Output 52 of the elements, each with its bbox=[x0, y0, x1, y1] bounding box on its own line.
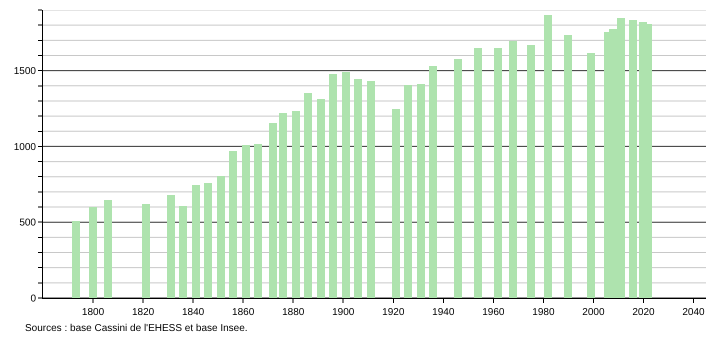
y-tick-label: 1500 bbox=[14, 66, 36, 78]
bar bbox=[392, 109, 400, 298]
bar bbox=[89, 207, 97, 298]
x-tick-label: 1880 bbox=[282, 307, 305, 318]
x-tick-label: 1980 bbox=[532, 307, 555, 318]
bar bbox=[329, 74, 337, 298]
bar bbox=[179, 206, 187, 298]
bar bbox=[292, 111, 300, 298]
bar bbox=[217, 176, 225, 298]
bar bbox=[279, 113, 287, 298]
bar bbox=[104, 200, 112, 298]
bar bbox=[167, 195, 175, 298]
bar bbox=[342, 72, 350, 298]
x-tick-label: 1920 bbox=[382, 307, 405, 318]
bar bbox=[429, 66, 437, 298]
bar bbox=[509, 41, 517, 298]
bar bbox=[564, 35, 572, 298]
bar bbox=[454, 59, 462, 298]
bar bbox=[417, 84, 425, 298]
bar bbox=[304, 93, 312, 298]
bar bbox=[269, 123, 277, 298]
bar bbox=[629, 20, 637, 298]
x-tick-label: 1900 bbox=[332, 307, 355, 318]
y-tick-label: 0 bbox=[30, 294, 36, 304]
bar bbox=[204, 183, 212, 298]
bar bbox=[367, 81, 375, 298]
bar bbox=[242, 145, 250, 298]
x-tick-label: 2000 bbox=[582, 307, 605, 318]
bar bbox=[254, 144, 262, 298]
y-tick-label: 500 bbox=[19, 218, 36, 229]
x-tick-label: 1960 bbox=[482, 307, 505, 318]
x-tick-label: 2020 bbox=[632, 307, 656, 318]
x-tick-label: 1840 bbox=[182, 307, 205, 318]
bar bbox=[317, 99, 325, 298]
bar bbox=[229, 151, 237, 298]
x-tick-label: 1940 bbox=[432, 307, 455, 318]
bar bbox=[544, 15, 552, 298]
bar bbox=[354, 79, 362, 298]
bar bbox=[587, 53, 595, 298]
bar bbox=[404, 85, 412, 298]
y-tick-label: 1000 bbox=[14, 142, 36, 153]
x-tick-label: 1820 bbox=[132, 307, 155, 318]
bar bbox=[192, 185, 200, 298]
bar bbox=[142, 204, 150, 298]
x-tick-label: 1800 bbox=[82, 307, 105, 318]
source-note: Sources : base Cassini de l'EHESS et base Insee. bbox=[25, 323, 248, 334]
bar bbox=[474, 48, 482, 298]
x-tick-label: 1860 bbox=[232, 307, 255, 318]
x-tick-label: 2040 bbox=[682, 307, 706, 318]
bar bbox=[494, 48, 502, 298]
bar bbox=[72, 221, 80, 298]
bar bbox=[527, 45, 535, 298]
